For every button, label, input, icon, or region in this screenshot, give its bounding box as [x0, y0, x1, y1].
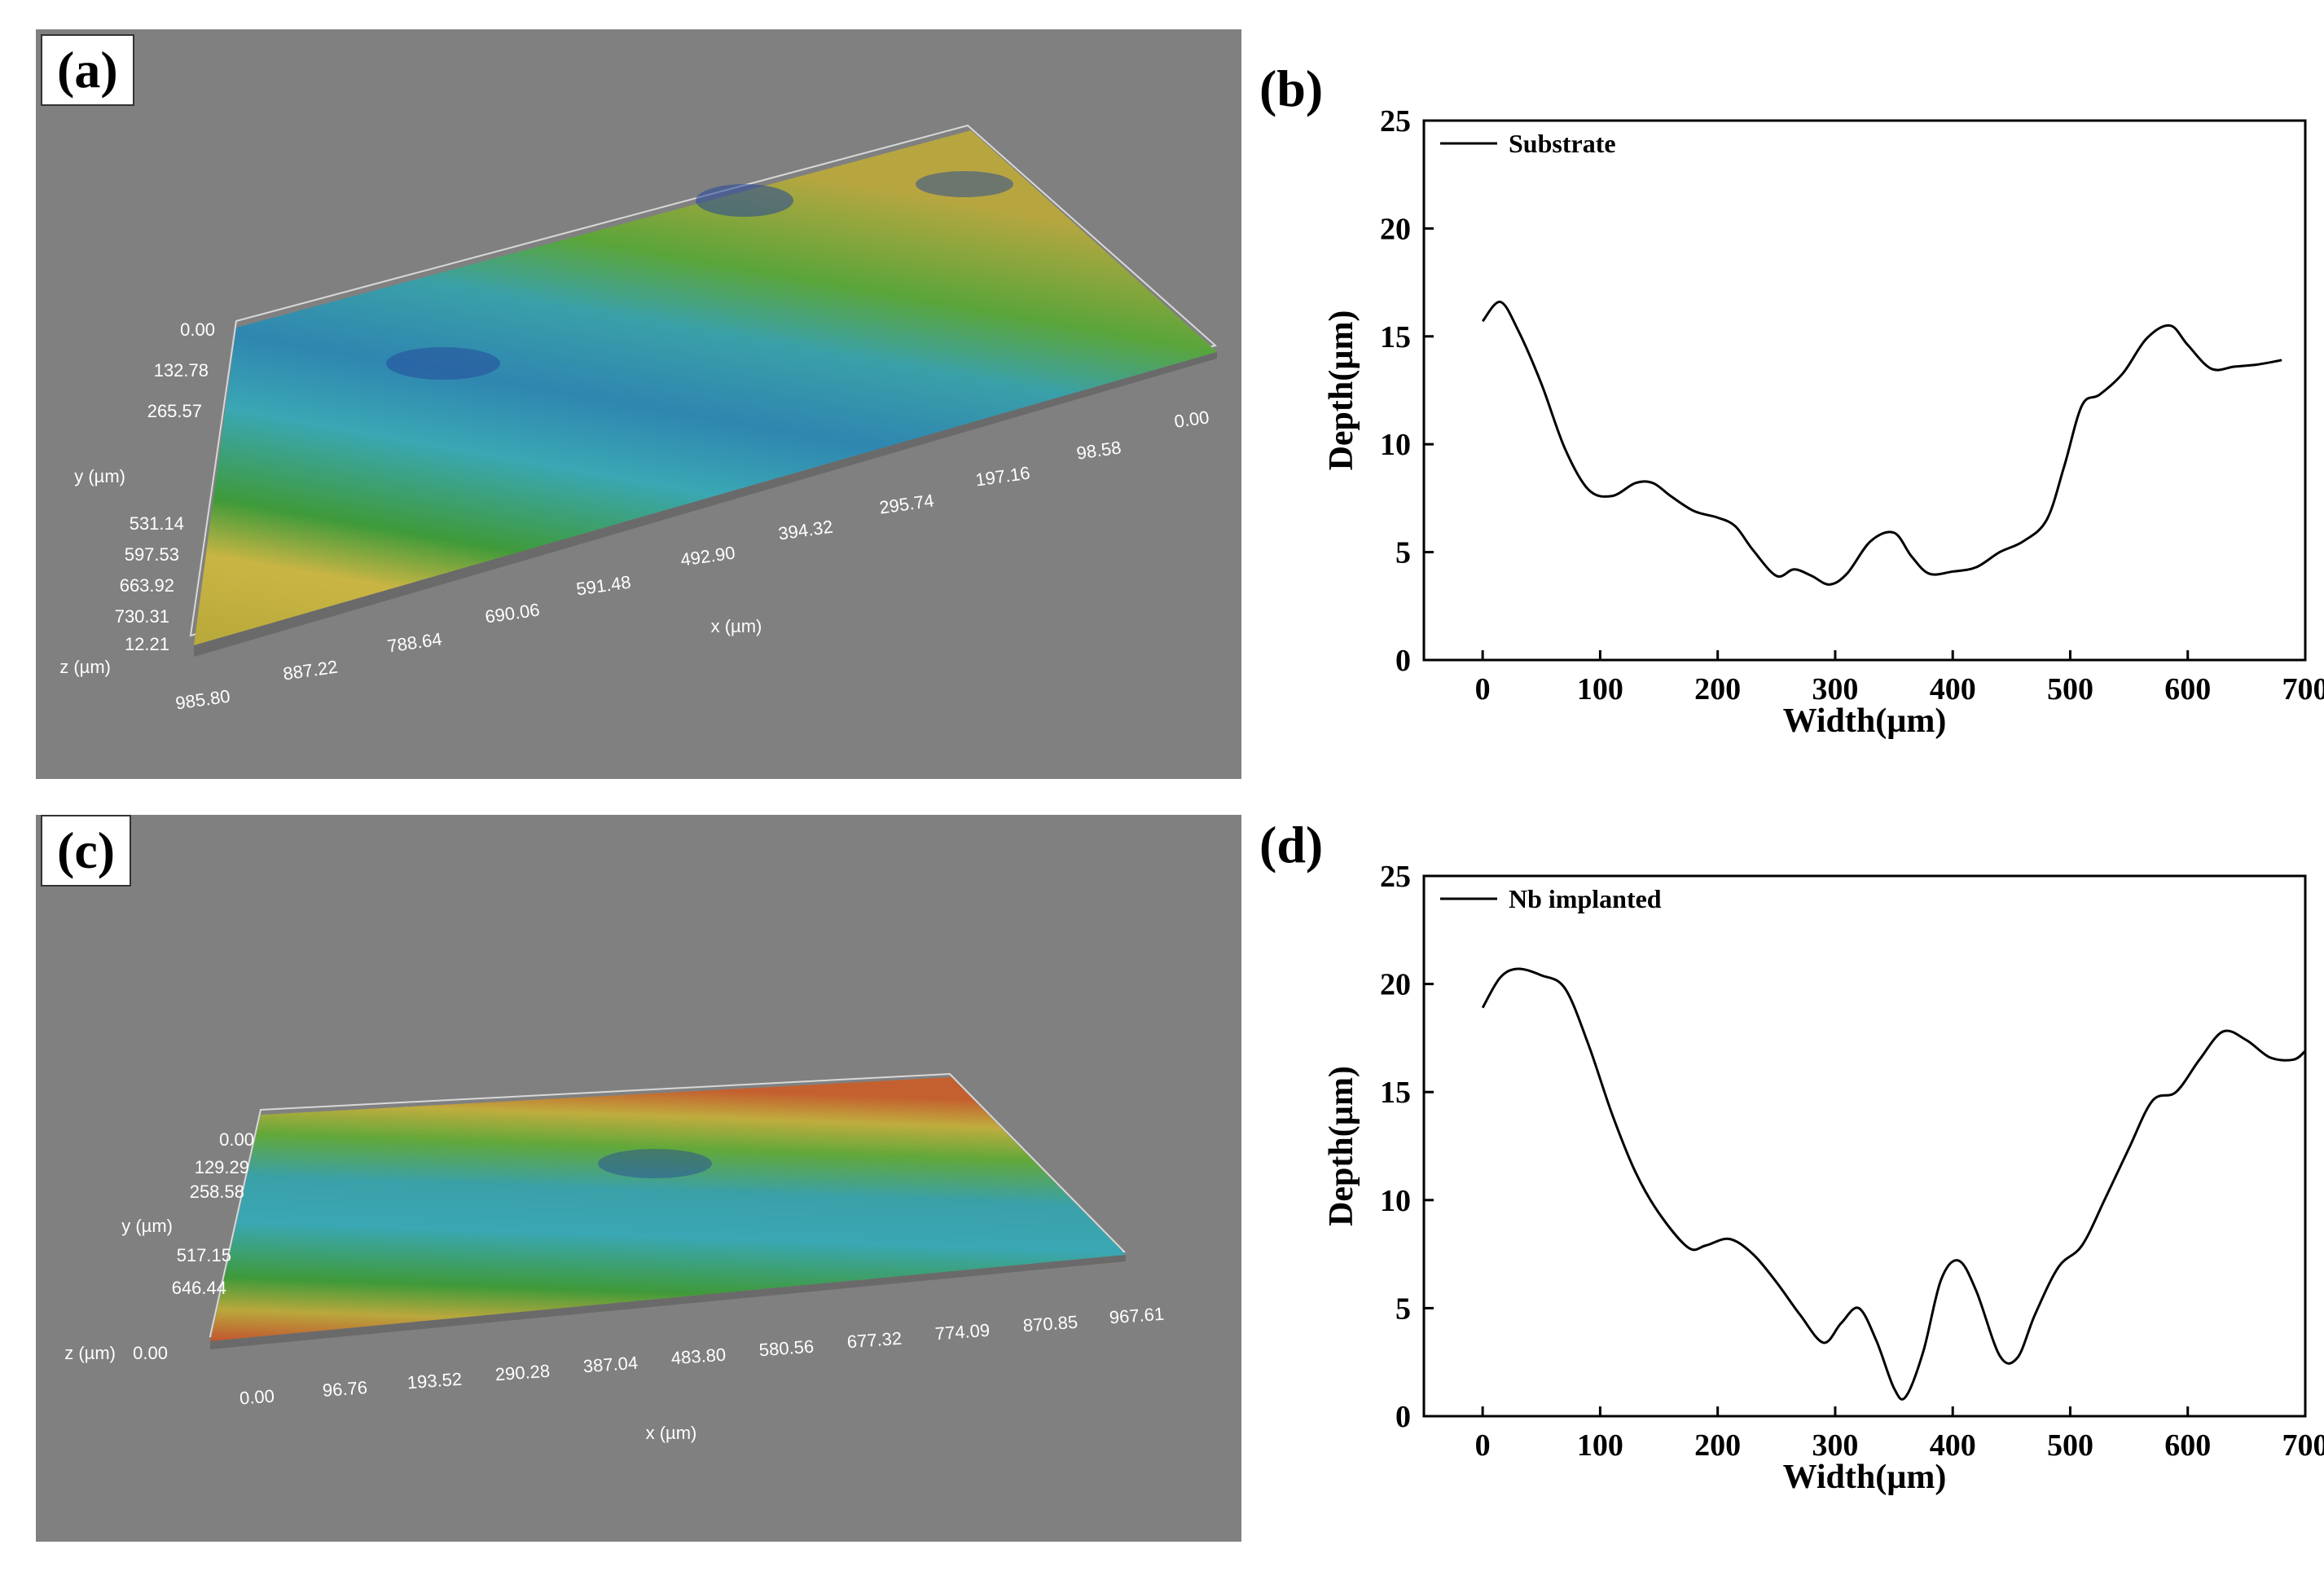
y-tick-a-6: 730.31 — [115, 606, 169, 627]
y-axis-title-d: Depth(µm) — [1323, 1066, 1360, 1226]
y-tick-label-b-4: 20 — [1380, 212, 1411, 246]
surface-bbox-c — [209, 1072, 1127, 1338]
y-axis-label-c: y (µm) — [121, 1216, 173, 1236]
x-tick-label-d-4: 400 — [1930, 1428, 1976, 1463]
x-tick-label-b-2: 200 — [1694, 672, 1741, 706]
y-tick-a-3: 531.14 — [130, 513, 184, 534]
y-tick-label-d-4: 20 — [1380, 968, 1411, 1002]
legend-label-d-0: Nb implanted — [1509, 884, 1662, 913]
panel-label-c: (c) — [41, 815, 132, 887]
x-tick-c-3: 290.28 — [494, 1361, 551, 1385]
y-tick-a-0: 0.00 — [180, 319, 215, 340]
y-tick-a-1: 132.78 — [154, 360, 209, 381]
y-tick-a-4: 597.53 — [125, 544, 179, 565]
surface-c — [210, 1077, 1126, 1341]
y-axis-ticks-a: 0.00 132.78 265.57 531.14 597.53 663.92 … — [115, 319, 215, 627]
y-tick-label-b-2: 10 — [1380, 428, 1411, 462]
x-tick-label-d-0: 0 — [1475, 1428, 1491, 1463]
x-axis-label-a: x (µm) — [711, 616, 762, 636]
y-axis-title-b: Depth(µm) — [1323, 310, 1360, 471]
x-tick-label-b-6: 600 — [2164, 672, 2211, 706]
z-axis-label-a: z (µm) — [59, 657, 111, 677]
x-tick-c-9: 870.85 — [1022, 1312, 1079, 1336]
surface-edge-a — [194, 352, 1217, 657]
x-tick-label-d-2: 200 — [1694, 1428, 1741, 1463]
x-axis-label-c: x (µm) — [646, 1423, 697, 1443]
x-tick-label-d-7: 700 — [2282, 1428, 2324, 1463]
x-tick-label-b-7: 700 — [2282, 672, 2324, 706]
chart-b: 0 100 200 300 400 500 600 700 0 5 10 15 20 25 Width(µm… — [1323, 104, 2324, 740]
panel-label-a: (a) — [41, 34, 134, 106]
surface-3d-panel-a: (a) 0.00 132.78 265.57 531.14 — [36, 29, 1241, 779]
y-tick-c-2: 258.58 — [190, 1182, 244, 1202]
z-tick-a-0: 12.21 — [125, 634, 169, 654]
surface-3d-svg-a: 0.00 132.78 265.57 531.14 597.53 663.92 … — [59, 124, 1218, 714]
x-tick-a-10: 0.00 — [1173, 407, 1210, 432]
y-axis-ticks-c: 0.00 129.29 258.58 517.15 646.44 — [172, 1129, 254, 1298]
x-tick-label-d-1: 100 — [1577, 1428, 1623, 1463]
x-tick-label-d-6: 600 — [2164, 1428, 2211, 1463]
x-axis-ticks-c: 0.00 96.76 193.52 290.28 387.04 483.80 5… — [239, 1304, 1165, 1409]
x-axis-title-b: Width(µm) — [1783, 702, 1947, 740]
y-tick-label-d-0: 0 — [1395, 1400, 1411, 1434]
z-axis-label-c: z (µm) — [64, 1343, 116, 1363]
x-tick-c-1: 96.76 — [322, 1377, 368, 1401]
x-tick-c-6: 580.56 — [758, 1336, 815, 1361]
x-tick-c-4: 387.04 — [582, 1353, 639, 1377]
y-tick-label-d-2: 10 — [1380, 1184, 1411, 1218]
x-tick-c-10: 967.61 — [1109, 1304, 1165, 1328]
x-tick-label-d-3: 300 — [1812, 1428, 1858, 1463]
y-tick-c-3: 517.15 — [177, 1245, 231, 1265]
y-axis-label-a: y (µm) — [74, 466, 125, 486]
x-tick-label-b-0: 0 — [1475, 672, 1491, 706]
panel-label-d: (d) — [1259, 816, 1324, 874]
surface-3d-panel-c: (c) 0.00 129.29 258.58 517.15 646.44 — [36, 815, 1241, 1542]
surface-deep-spot-a1 — [696, 184, 793, 217]
x-tick-c-7: 677.32 — [846, 1328, 903, 1353]
y-tick-label-b-3: 15 — [1380, 320, 1411, 354]
surface-edge-c — [210, 1255, 1126, 1349]
y-tick-label-b-1: 5 — [1395, 536, 1411, 570]
series-line-b-0 — [1481, 300, 2282, 586]
y-tick-label-d-1: 5 — [1395, 1292, 1411, 1326]
x-tick-label-b-3: 300 — [1812, 672, 1858, 706]
y-tick-c-0: 0.00 — [219, 1129, 254, 1150]
plot-frame-d — [1422, 874, 2307, 1418]
x-tick-c-2: 193.52 — [406, 1369, 463, 1393]
x-tick-label-d-5: 500 — [2047, 1428, 2093, 1463]
y-tick-c-4: 646.44 — [172, 1278, 226, 1298]
surface-3d-svg-c: 0.00 129.29 258.58 517.15 646.44 y (µm) … — [64, 1072, 1165, 1443]
legend-label-b-0: Substrate — [1509, 129, 1616, 158]
panel-label-b: (b) — [1259, 59, 1324, 117]
x-axis-title-d: Width(µm) — [1783, 1459, 1947, 1496]
surface-a — [194, 130, 1217, 645]
y-tick-label-b-5: 25 — [1380, 104, 1411, 139]
y-tick-c-1: 129.29 — [195, 1157, 249, 1177]
x-tick-label-b-4: 400 — [1930, 672, 1976, 706]
x-tick-c-8: 774.09 — [934, 1320, 991, 1344]
x-tick-c-5: 483.80 — [670, 1344, 727, 1369]
surface-deep-spot-a3 — [916, 171, 1013, 197]
y-tick-a-2: 265.57 — [147, 401, 202, 421]
surface-deep-spot-c1 — [598, 1149, 712, 1178]
x-tick-c-0: 0.00 — [239, 1386, 275, 1409]
y-tick-label-b-0: 0 — [1395, 644, 1411, 678]
plot-frame-b — [1422, 119, 2307, 662]
y-tick-label-d-5: 25 — [1380, 860, 1411, 894]
series-line-d-0 — [1481, 967, 2306, 1401]
y-tick-label-d-3: 15 — [1380, 1076, 1411, 1110]
x-tick-label-b-1: 100 — [1577, 672, 1623, 706]
y-tick-a-5: 663.92 — [120, 575, 174, 596]
surface-deep-spot-a2 — [386, 347, 500, 380]
x-tick-label-b-5: 500 — [2047, 672, 2093, 706]
z-tick-c-0: 0.00 — [133, 1343, 168, 1363]
chart-d: 0 100 200 300 400 500 600 700 0 5 10 15 20 25 Width(µm… — [1323, 860, 2324, 1496]
